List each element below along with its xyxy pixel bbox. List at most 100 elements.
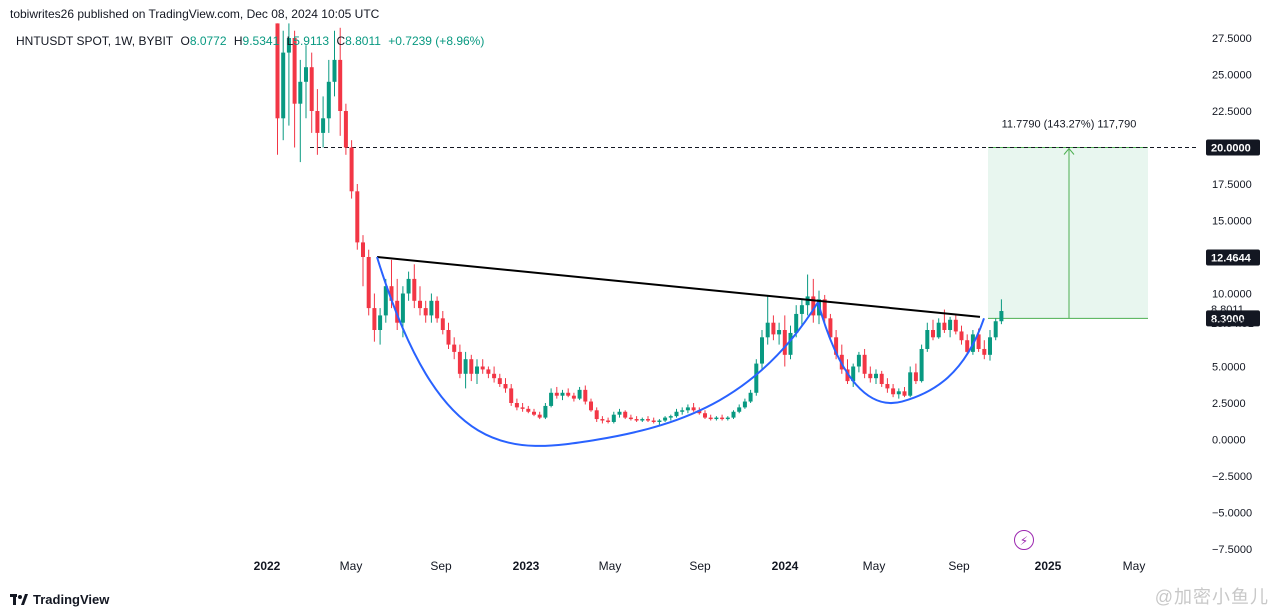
candle bbox=[475, 359, 479, 385]
candle-body bbox=[680, 410, 685, 412]
brand-name: TradingView bbox=[33, 592, 110, 607]
candle bbox=[366, 249, 371, 316]
candle bbox=[606, 417, 611, 424]
target-annotation: 11.7790 (143.27%) 117,790 bbox=[1002, 119, 1137, 131]
candle-body bbox=[418, 300, 422, 309]
candle-body bbox=[355, 191, 360, 243]
candle bbox=[583, 385, 588, 405]
candle bbox=[953, 313, 958, 335]
time-tick-label: May bbox=[863, 559, 886, 573]
candle-body bbox=[452, 344, 457, 352]
open-value: 8.0772 bbox=[189, 34, 227, 48]
candle bbox=[423, 300, 428, 323]
open-key: O bbox=[180, 34, 190, 48]
candle-body bbox=[760, 337, 764, 364]
candle-body bbox=[925, 330, 930, 349]
candle bbox=[685, 404, 690, 414]
candle-body bbox=[600, 419, 605, 421]
candle-body bbox=[554, 392, 559, 396]
candle bbox=[919, 344, 924, 383]
candle bbox=[936, 318, 941, 339]
time-axis[interactable]: 2022 May Sep 2023 May Sep 2024 May Sep 2025 May bbox=[254, 559, 1146, 573]
candle-body bbox=[537, 414, 542, 418]
candle bbox=[560, 389, 565, 401]
time-tick-label: 2025 bbox=[1035, 559, 1062, 573]
candle-body bbox=[657, 420, 662, 422]
candle-body bbox=[868, 373, 873, 379]
candle bbox=[782, 315, 787, 367]
candle bbox=[543, 403, 548, 420]
candle-body bbox=[765, 322, 770, 338]
price-axis[interactable]: 27.5000 25.0000 22.5000 17.5000 15.0000 10.00… bbox=[1206, 33, 1260, 556]
candle-body bbox=[315, 111, 320, 133]
candle bbox=[349, 140, 354, 199]
candle bbox=[315, 89, 320, 155]
candle-body bbox=[321, 118, 326, 133]
candle bbox=[514, 398, 519, 411]
candle-body bbox=[594, 410, 599, 420]
candle bbox=[668, 414, 673, 421]
candle-body bbox=[691, 407, 696, 411]
candle-body bbox=[685, 407, 690, 411]
candle bbox=[731, 410, 736, 420]
candle-body bbox=[406, 278, 411, 294]
candle-body bbox=[714, 417, 719, 420]
candle bbox=[554, 386, 559, 399]
candle bbox=[372, 293, 377, 342]
candle-body bbox=[668, 416, 673, 418]
candle bbox=[395, 278, 400, 330]
candle-body bbox=[874, 373, 878, 379]
candle-body bbox=[697, 410, 702, 414]
candle-body bbox=[953, 319, 958, 332]
candle-body bbox=[309, 67, 314, 111]
candle bbox=[509, 384, 514, 406]
candle bbox=[286, 23, 291, 126]
candle bbox=[777, 322, 782, 345]
candle bbox=[469, 354, 474, 382]
candle bbox=[680, 407, 685, 415]
candle-body bbox=[440, 318, 445, 330]
candle bbox=[355, 184, 360, 250]
candle bbox=[908, 366, 913, 398]
candle-body bbox=[913, 372, 918, 382]
candle-body bbox=[737, 407, 742, 412]
candle-body bbox=[703, 413, 707, 418]
candle bbox=[520, 403, 525, 412]
level-mid-box bbox=[1206, 249, 1260, 266]
candle bbox=[298, 59, 303, 163]
candle bbox=[332, 30, 337, 97]
candle bbox=[617, 408, 622, 418]
candle-body bbox=[988, 337, 992, 355]
change-value: +0.7239 (+8.96%) bbox=[388, 34, 485, 48]
candle-body bbox=[965, 340, 970, 352]
price-tick-label: 17.5000 bbox=[1212, 179, 1252, 191]
candle-body bbox=[948, 319, 953, 330]
candle-body bbox=[275, 23, 280, 119]
candle-body bbox=[378, 315, 383, 330]
time-tick-label: May bbox=[599, 559, 622, 573]
candle-body bbox=[577, 389, 582, 399]
candle bbox=[486, 366, 491, 379]
candle bbox=[891, 384, 896, 398]
candle bbox=[851, 363, 856, 387]
candle bbox=[611, 411, 616, 424]
candle bbox=[440, 311, 445, 335]
candle bbox=[708, 414, 713, 421]
candle-body bbox=[589, 401, 593, 411]
candle bbox=[628, 414, 633, 421]
candle bbox=[577, 386, 582, 401]
candle-body bbox=[492, 373, 497, 379]
candle-body bbox=[497, 378, 502, 385]
candle bbox=[725, 416, 730, 421]
candle bbox=[651, 417, 656, 424]
tradingview-logo[interactable]: TradingView bbox=[10, 592, 109, 607]
candle bbox=[822, 294, 827, 323]
lightning-icon[interactable]: ⚡ bbox=[1014, 530, 1034, 550]
candle bbox=[566, 388, 571, 398]
candle-body bbox=[902, 391, 907, 396]
countdown-label: 13:54:51 bbox=[1211, 318, 1254, 330]
candle bbox=[754, 359, 759, 396]
tradingview-logo-icon bbox=[10, 593, 28, 605]
candle bbox=[742, 398, 747, 409]
